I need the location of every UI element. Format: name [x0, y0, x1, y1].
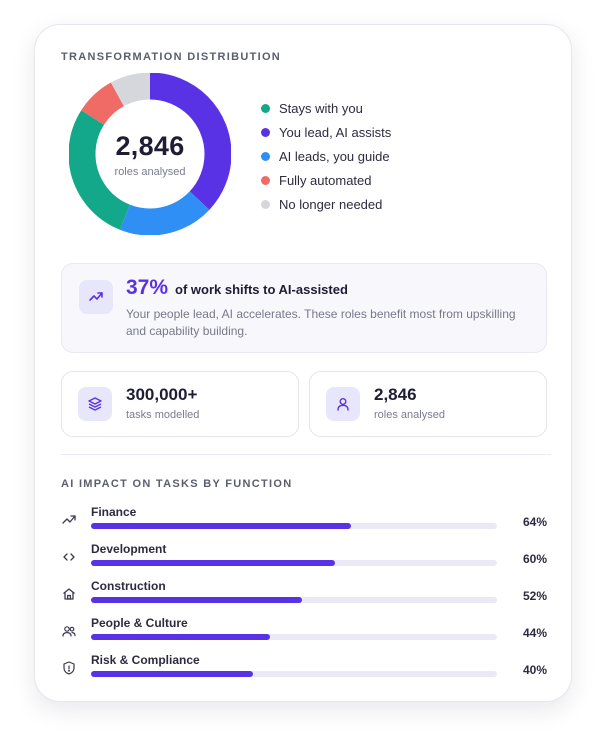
stat-card-tasks: 300,000+ tasks modelled [61, 371, 299, 437]
legend-dot [261, 175, 270, 185]
donut-center: 2,846 roles analysed [69, 73, 231, 235]
row-percent: 40% [522, 663, 547, 677]
trending-up-icon [79, 280, 113, 314]
insight-body: Your people lead, AI accelerates. These … [126, 307, 516, 338]
impact-row-development: Development 60% [61, 540, 547, 577]
row-label: Finance [91, 505, 137, 519]
donut-slice-stays-with-you [69, 73, 231, 235]
row-bar-track [91, 560, 497, 566]
legend-item-no-longer-needed: No longer needed [261, 192, 391, 216]
insight-percent: 37% [126, 276, 169, 299]
row-label: Risk & Compliance [91, 653, 200, 667]
legend-label: Fully automated [279, 172, 372, 188]
insight-panel: 37% of work shifts to AI-assisted Your p… [61, 263, 547, 353]
donut-slice-no-longer-needed [69, 73, 231, 235]
stat-caption: roles analysed [374, 409, 445, 421]
row-percent: 52% [522, 589, 547, 603]
home-icon [61, 586, 77, 602]
transformation-card: TRANSFORMATION DISTRIBUTION 2,846 roles … [34, 24, 572, 702]
row-bar-fill [91, 523, 351, 529]
legend-label: No longer needed [279, 196, 383, 212]
row-bar-fill [91, 560, 335, 566]
impact-row-risk-compliance: Risk & Compliance 40% [61, 651, 547, 688]
stat-caption: tasks modelled [126, 409, 200, 421]
legend-item-fully-automated: Fully automated [261, 168, 391, 192]
legend-dot [261, 151, 270, 161]
legend-dot [261, 103, 270, 113]
legend-dot [261, 199, 270, 209]
impact-title: AI IMPACT ON TASKS BY FUNCTION [61, 478, 293, 490]
legend-label: Stays with you [279, 100, 363, 116]
row-label: People & Culture [91, 616, 188, 630]
row-bar-track [91, 597, 497, 603]
insight-headline: 37% of work shifts to AI-assisted [126, 276, 348, 300]
donut-svg [69, 73, 231, 235]
row-percent: 44% [522, 626, 547, 640]
row-bar-track [91, 523, 497, 529]
row-percent: 64% [522, 515, 547, 529]
distribution-title: TRANSFORMATION DISTRIBUTION [61, 51, 282, 63]
stat-value: 2,846 [374, 385, 417, 404]
section-divider [61, 454, 551, 455]
legend-item-you-lead-ai-assists: You lead, AI assists [261, 120, 391, 144]
donut-legend: Stays with you You lead, AI assists AI l… [261, 96, 391, 216]
row-label: Development [91, 542, 167, 556]
stat-value: 300,000+ [126, 385, 198, 404]
users-icon [61, 623, 77, 639]
row-bar-fill [91, 597, 303, 603]
donut-center-caption: roles analysed [114, 165, 186, 178]
row-bar-fill [91, 671, 254, 677]
trending-up-icon [61, 512, 77, 528]
donut-slice-ai-leads-you-guide [69, 73, 231, 235]
donut-center-value: 2,846 [115, 130, 185, 161]
insight-heading: of work shifts to AI-assisted [175, 282, 348, 297]
shield-icon [61, 660, 77, 676]
legend-dot [261, 127, 270, 137]
impact-list: Finance 64% Development 60% [61, 503, 547, 688]
row-bar-track [91, 634, 497, 640]
code-icon [61, 549, 77, 565]
user-icon [326, 387, 360, 421]
layers-icon [78, 387, 112, 421]
distribution-donut-chart: 2,846 roles analysed [69, 73, 231, 235]
row-percent: 60% [522, 552, 547, 566]
legend-label: You lead, AI assists [279, 124, 392, 140]
impact-row-people-culture: People & Culture 44% [61, 614, 547, 651]
row-label: Construction [91, 579, 166, 593]
stat-card-roles: 2,846 roles analysed [309, 371, 547, 437]
legend-label: AI leads, you guide [279, 148, 390, 164]
impact-row-finance: Finance 64% [61, 503, 547, 540]
row-bar-fill [91, 634, 270, 640]
row-bar-track [91, 671, 497, 677]
impact-row-construction: Construction 52% [61, 577, 547, 614]
legend-item-ai-leads-you-guide: AI leads, you guide [261, 144, 391, 168]
legend-item-stays-with-you: Stays with you [261, 96, 391, 120]
